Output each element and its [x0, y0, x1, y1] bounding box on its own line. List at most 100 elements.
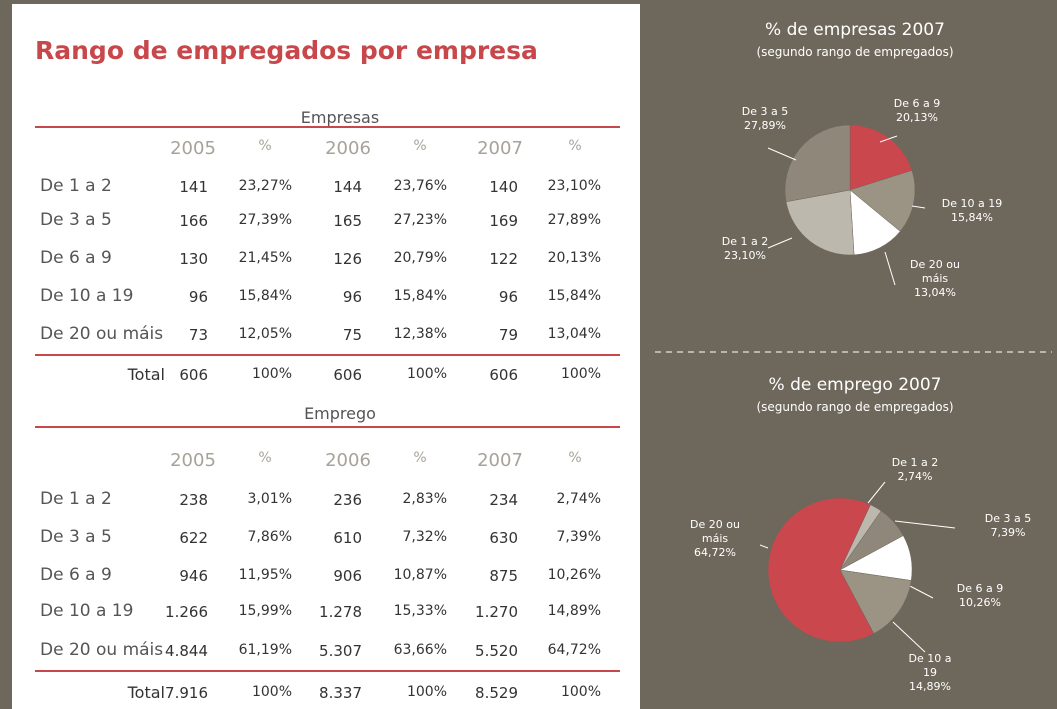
total-cell: 100% [560, 684, 601, 700]
leader-line [911, 205, 926, 209]
cell: 141 [179, 178, 208, 196]
pie-slice [849, 170, 916, 232]
cell: 165 [333, 212, 362, 230]
cell: 7,32% [402, 529, 447, 545]
chart-title: % de empresas 2007 [765, 20, 945, 40]
slice-value: 14,89% [909, 680, 951, 693]
total-cell: 7.916 [165, 684, 208, 702]
slice-value: 13,04% [914, 286, 956, 299]
column-header: 2005 [170, 450, 216, 471]
leader-line [759, 544, 769, 549]
slice-name: De 6 a 9 [893, 97, 941, 110]
cell: 630 [489, 529, 518, 547]
page-title: Rango de empregados por empresa [35, 36, 538, 65]
pie-slice [785, 189, 855, 256]
leader-line [884, 251, 896, 286]
cell: 61,19% [238, 642, 292, 658]
chart-subtitle: (segundo rango de empregados) [756, 45, 954, 59]
cell: 27,39% [238, 212, 292, 228]
leader-line [867, 481, 886, 504]
cell: 96 [498, 288, 518, 306]
cell: 10,26% [547, 567, 601, 583]
cell: 75 [342, 326, 362, 344]
rule [35, 354, 620, 356]
cell: 236 [333, 491, 362, 509]
slice-label: De 20 ou máis 13,04% [900, 258, 970, 300]
slice-label: De 20 ou máis 64,72% [690, 518, 740, 560]
slice-name: De 20 ou máis [690, 518, 740, 545]
cell: 20,13% [547, 250, 601, 266]
slice-value: 2,74% [897, 470, 933, 483]
cell: 875 [489, 567, 518, 585]
table-title: Emprego [304, 404, 376, 423]
cell: 27,89% [547, 212, 601, 228]
pie-slice [849, 124, 913, 191]
cell: 2,83% [402, 491, 447, 507]
cell: 130 [179, 250, 208, 268]
slice-value: 10,26% [959, 596, 1001, 609]
column-header: % [568, 450, 582, 466]
cell: 7,86% [247, 529, 292, 545]
leader-line [767, 237, 793, 249]
cell: 1.270 [475, 603, 518, 621]
column-header: 2006 [325, 138, 371, 159]
total-label: Total [127, 365, 165, 384]
cell: 238 [179, 491, 208, 509]
slice-name: De 20 ou máis [910, 258, 960, 285]
rule [35, 426, 620, 428]
cell: 144 [333, 178, 362, 196]
slice-name: De 1 a 2 [721, 235, 769, 248]
slice-name: De 10 a 19 [941, 197, 1003, 210]
cell: 140 [489, 178, 518, 196]
slice-label: De 10 a 19 15,84% [932, 197, 1012, 225]
slice-label: De 3 a 5 27,89% [730, 105, 800, 133]
pie-slice [839, 569, 912, 634]
row-label: De 10 a 19 [40, 286, 134, 306]
slice-label: De 1 a 2 23,10% [710, 235, 780, 263]
cell: 96 [188, 288, 208, 306]
row-label: De 20 ou máis [40, 324, 164, 344]
leader-line [892, 621, 926, 653]
cell: 12,38% [393, 326, 447, 342]
cell: 2,74% [556, 491, 601, 507]
slice-value: 27,89% [744, 119, 786, 132]
cell: 4.844 [165, 642, 208, 660]
slice-label: De 1 a 2 2,74% [880, 456, 950, 484]
total-cell: 100% [406, 684, 447, 700]
column-header: % [568, 138, 582, 154]
chart-subtitle: (segundo rango de empregados) [756, 400, 954, 414]
cell: 15,84% [547, 288, 601, 304]
total-cell: 8.337 [319, 684, 362, 702]
row-label: De 1 a 2 [40, 176, 112, 196]
cell: 3,01% [247, 491, 292, 507]
pie-slice [767, 497, 875, 643]
row-label: De 6 a 9 [40, 565, 112, 585]
cell: 169 [489, 212, 518, 230]
leader-line [894, 520, 956, 529]
cell: 21,45% [238, 250, 292, 266]
table-title: Empresas [300, 108, 380, 127]
column-header: 2005 [170, 138, 216, 159]
slice-value: 15,84% [951, 211, 993, 224]
row-label: De 1 a 2 [40, 489, 112, 509]
slice-label: De 6 a 9 10,26% [945, 582, 1015, 610]
column-header: 2007 [477, 450, 523, 471]
total-cell: 100% [406, 366, 447, 382]
total-cell: 100% [560, 366, 601, 382]
cell: 1.266 [165, 603, 208, 621]
slice-label: De 3 a 5 7,39% [973, 512, 1043, 540]
cell: 1.278 [319, 603, 362, 621]
slice-value: 64,72% [694, 546, 736, 559]
leader-line [879, 135, 898, 143]
total-cell: 606 [489, 366, 518, 384]
slice-name: De 10 a 19 [908, 652, 952, 679]
leader-line [767, 147, 797, 161]
row-label: De 3 a 5 [40, 210, 112, 230]
cell: 5.520 [475, 642, 518, 660]
cell: 79 [498, 326, 518, 344]
cell: 5.307 [319, 642, 362, 660]
cell: 11,95% [238, 567, 292, 583]
rule [35, 126, 620, 128]
